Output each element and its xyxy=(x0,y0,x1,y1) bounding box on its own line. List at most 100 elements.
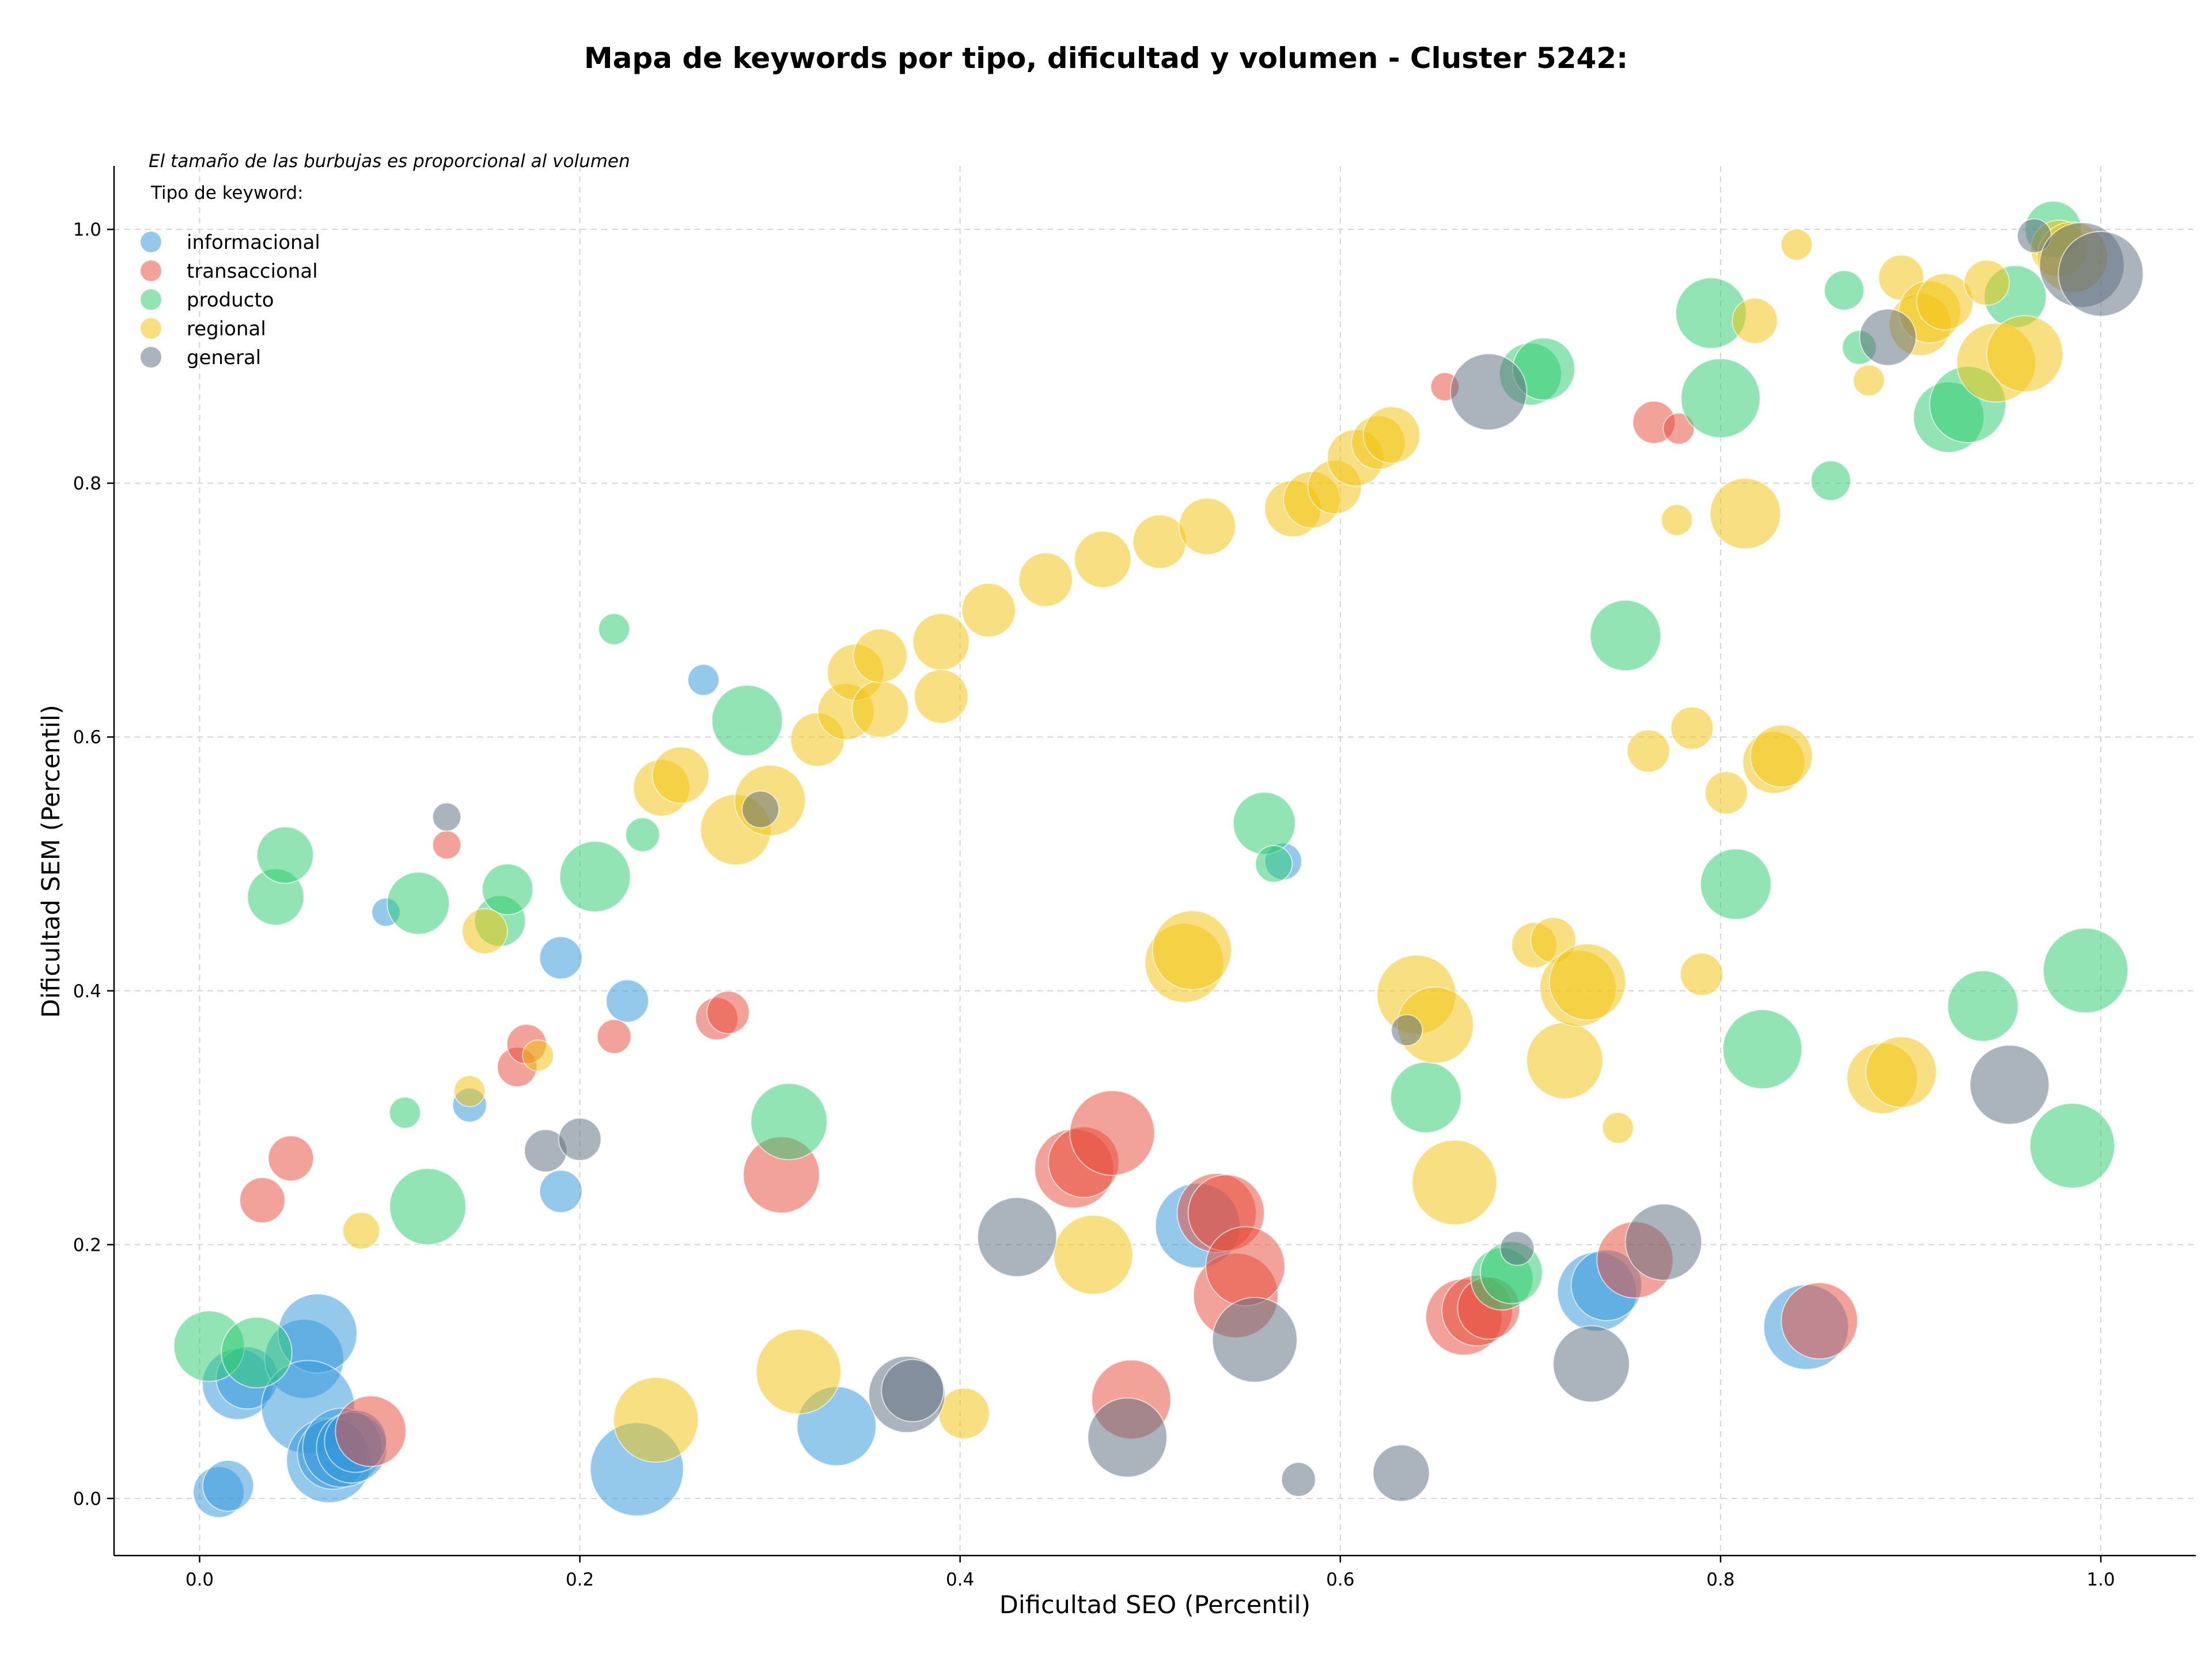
series-producto xyxy=(173,200,2129,1388)
bubble-producto xyxy=(2029,1103,2115,1189)
bubble-informacional xyxy=(539,936,583,980)
bubble-informacional xyxy=(539,1170,583,1213)
bubble-regional xyxy=(755,1329,842,1415)
y-tick-label: 0.2 xyxy=(73,1235,101,1255)
series-regional xyxy=(342,220,2108,1463)
bubble-regional xyxy=(1780,228,1813,261)
bubble-general xyxy=(1372,1444,1430,1502)
bubble-general xyxy=(1552,1325,1630,1403)
y-axis-label: Dificultad SEM (Percentil) xyxy=(37,705,66,1018)
bubble-producto xyxy=(1390,1061,1462,1134)
legend-marker-informacional xyxy=(141,232,161,252)
series-transaccional xyxy=(239,372,1858,1467)
series-general xyxy=(432,218,2144,1502)
bubble-producto xyxy=(1824,270,1865,311)
bubble-transaccional xyxy=(1205,1226,1286,1307)
bubble-general xyxy=(558,1117,602,1161)
bubble-producto xyxy=(1255,845,1293,883)
bubble-regional xyxy=(1705,771,1748,815)
bubble-regional xyxy=(1853,364,1885,397)
y-tick-label: 0.8 xyxy=(73,474,101,494)
x-ticks: 0.0 0.2 0.4 0.6 0.8 1.0 xyxy=(185,1556,2115,1590)
bubble-producto xyxy=(256,826,315,884)
bubble-general xyxy=(977,1197,1058,1277)
bubble-transaccional xyxy=(267,1135,315,1182)
bubble-general xyxy=(881,1359,945,1422)
bubble-producto xyxy=(1680,358,1761,438)
y-ticks: 0.0 0.2 0.4 0.6 0.8 1.0 xyxy=(73,220,114,1509)
bubble-general xyxy=(1087,1397,1168,1478)
bubble-regional xyxy=(1132,514,1187,569)
bubble-producto xyxy=(711,684,783,756)
bubble-regional xyxy=(613,1376,699,1463)
bubble-producto xyxy=(1947,970,2019,1042)
bubble-general xyxy=(1391,1014,1423,1047)
bubble-producto xyxy=(389,1168,467,1246)
bubble-producto xyxy=(221,1316,293,1388)
bubble-producto xyxy=(1722,1009,1803,1089)
legend-marker-producto xyxy=(141,289,161,310)
bubble-producto xyxy=(598,613,630,645)
x-tick-label: 0.0 xyxy=(185,1569,214,1590)
bubble-regional xyxy=(1074,530,1132,588)
y-tick-label: 1.0 xyxy=(73,220,101,240)
x-tick-label: 0.4 xyxy=(946,1569,974,1590)
bubble-transaccional xyxy=(1069,1089,1156,1176)
bubble-general xyxy=(1281,1462,1316,1497)
bubble-regional xyxy=(1626,729,1671,773)
bubble-regional xyxy=(1411,1139,1498,1225)
bubble-regional xyxy=(1362,406,1421,464)
bubble-regional xyxy=(853,628,908,683)
legend-items: informacional transaccional producto region… xyxy=(141,231,320,369)
bubble-producto xyxy=(625,817,660,853)
y-tick-label: 0.6 xyxy=(73,727,101,748)
bubble-regional xyxy=(522,1039,554,1072)
y-tick-label: 0.4 xyxy=(73,981,101,1002)
bubble-regional xyxy=(1749,724,1813,788)
bubble-general xyxy=(2058,230,2144,317)
bubble-informacional xyxy=(605,979,649,1023)
bubble-producto xyxy=(482,863,534,915)
bubble-regional xyxy=(342,1212,380,1250)
bubble-producto xyxy=(389,1096,421,1129)
bubble-layer xyxy=(173,200,2144,1518)
legend-label-transaccional: transaccional xyxy=(187,260,318,283)
bubble-producto xyxy=(750,1083,828,1160)
bubble-regional xyxy=(1709,478,1782,550)
bubble-regional xyxy=(914,669,969,724)
bubble-regional xyxy=(1680,952,1724,996)
legend: El tamaño de las burbujas es proporciona… xyxy=(141,151,630,369)
axes xyxy=(113,166,2196,1557)
bubble-transaccional xyxy=(239,1177,286,1224)
bubble-producto xyxy=(1700,848,1772,921)
bubble-producto xyxy=(1589,599,1662,672)
bubble-regional xyxy=(1986,315,2064,393)
bubble-transaccional xyxy=(706,990,750,1034)
bubble-transaccional xyxy=(335,1395,407,1467)
bubble-informacional xyxy=(687,664,720,697)
bubble-informacional xyxy=(202,1459,255,1512)
bubble-regional xyxy=(1053,1214,1134,1295)
legend-marker-regional xyxy=(141,318,161,339)
bubble-transaccional xyxy=(1662,413,1695,445)
bubble-transaccional xyxy=(1781,1282,1858,1360)
bubble-general xyxy=(1211,1297,1298,1383)
legend-label-producto: producto xyxy=(187,289,274,312)
bubble-regional xyxy=(851,680,910,738)
bubble-general xyxy=(741,790,780,828)
bubble-regional xyxy=(1670,706,1714,750)
bubble-regional xyxy=(1178,497,1236,555)
bubble-producto xyxy=(387,871,450,935)
bubble-general xyxy=(1969,1045,2050,1125)
bubble-regional xyxy=(453,1074,486,1107)
bubble-regional xyxy=(1601,1111,1634,1144)
bubble-producto xyxy=(1810,460,1851,501)
x-tick-label: 0.2 xyxy=(566,1569,594,1590)
bubble-transaccional xyxy=(596,1019,632,1054)
legend-label-informacional: informacional xyxy=(187,231,320,254)
x-axis-label: Dificultad SEO (Percentil) xyxy=(999,1591,1310,1620)
legend-marker-general xyxy=(141,347,161,368)
bubble-general xyxy=(1450,353,1528,431)
bubble-transaccional xyxy=(432,830,462,860)
